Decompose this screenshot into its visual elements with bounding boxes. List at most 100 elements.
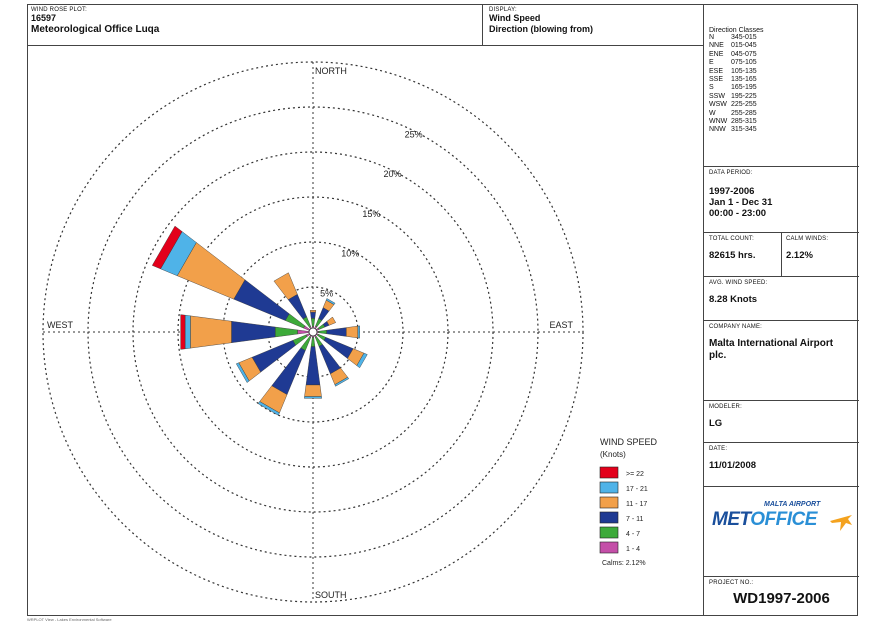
display-value: Wind Speed <box>489 13 541 23</box>
petal-e-seg <box>318 329 327 335</box>
company-name-line2: plc. <box>709 350 727 361</box>
direction-class-row: WNW 285-315 <box>709 118 854 126</box>
date-cell: DATE: 11/01/2008 <box>704 443 859 487</box>
date-label: DATE: <box>709 446 728 452</box>
data-period-dates: Jan 1 - Dec 31 <box>709 197 773 208</box>
company-name-line1: Malta International Airport <box>709 338 834 349</box>
legend-label: 1 - 4 <box>626 546 640 553</box>
direction-class-name: S <box>709 84 714 92</box>
petal-w-seg <box>231 321 276 343</box>
direction-class-name: SSE <box>709 76 724 84</box>
direction-class-range: 135-165 <box>731 76 757 84</box>
ring-label: 5% <box>320 288 333 298</box>
ring-label: 20% <box>384 169 402 179</box>
direction-class-range: 255-285 <box>731 109 757 117</box>
direction-class-range: 045-075 <box>731 50 757 58</box>
display-header: DISPLAY: Wind Speed Direction (blowing f… <box>483 4 703 46</box>
direction-class-name: ENE <box>709 50 724 58</box>
legend-swatch <box>599 481 619 494</box>
petal-ssw-seg <box>257 401 280 416</box>
direction-class-name: N <box>709 34 715 41</box>
petal-wsw-seg <box>235 362 250 383</box>
petal-sse-seg <box>334 376 350 387</box>
ring-label: 25% <box>405 129 423 139</box>
footer-note: WRPLOT View - Lakes Environmental Softwa… <box>27 617 112 622</box>
legend-swatch <box>599 496 619 509</box>
counts-cell: TOTAL COUNT: 82615 hrs. CALM WINDS: 2.12… <box>704 233 859 277</box>
direction-class-row: NNE 015-045 <box>709 42 854 50</box>
direction-class-range: 015-045 <box>731 42 757 50</box>
calm-winds-box: CALM WINDS: 2.12% <box>786 236 856 261</box>
project-value: WD1997-2006 <box>733 590 830 607</box>
compass-east-label: EAST <box>549 320 573 330</box>
project-label: PROJECT NO.: <box>709 580 754 586</box>
airplane-icon <box>830 515 852 531</box>
counts-divider <box>781 233 782 276</box>
plot-frame <box>27 4 858 616</box>
direction-class-range: 345-015 <box>731 34 757 41</box>
legend-swatch <box>599 511 619 524</box>
petal-nnw-seg <box>273 272 298 300</box>
direction-class-name: NNE <box>709 42 724 50</box>
data-period-years: 1997-2006 <box>709 186 755 197</box>
logo-office-text: OFFICE <box>750 509 817 530</box>
logo-wordmark: METOFFICE <box>712 509 817 531</box>
legend-calms: Calms: 2.12% <box>602 560 646 567</box>
direction-class-row: N 345-015 <box>709 34 854 42</box>
petal-s-seg <box>305 346 321 386</box>
modeler-value: LG <box>709 418 723 429</box>
modeler-cell: MODELER: LG <box>704 401 859 443</box>
direction-classes-cell: Direction Classes N 345-015 NNE 015-045 ENE 0… <box>704 4 859 167</box>
legend-swatch <box>599 526 619 539</box>
wind-rose-svg: 5% 10% 15% 20% 25% NORTH SOUTH EAST WEST WIND SPE… <box>42 61 658 603</box>
direction-class-range: 225-255 <box>731 101 757 109</box>
petal-s-seg <box>304 396 322 399</box>
direction-classes-title: Direction Classes <box>709 27 764 34</box>
project-cell: PROJECT NO.: WD1997-2006 <box>704 577 859 616</box>
compass-south-label: SOUTH <box>315 590 347 600</box>
modeler-label: MODELER: <box>709 404 742 410</box>
station-name: Meteorological Office Luqa <box>31 24 160 35</box>
ring-label: 10% <box>341 249 359 259</box>
direction-class-range: 165-195 <box>731 84 757 92</box>
direction-class-row: E 075-105 <box>709 59 854 67</box>
direction-class-row: S 165-195 <box>709 84 854 92</box>
direction-class-name: ESE <box>709 67 724 75</box>
petal-e-seg <box>346 325 359 339</box>
direction-class-range: 285-315 <box>731 118 757 126</box>
direction-class-name: WSW <box>709 101 727 109</box>
petal-n-seg <box>309 310 317 313</box>
direction-class-row: NNW 315-345 <box>709 126 854 134</box>
direction-class-range: 195-225 <box>731 92 757 100</box>
legend-label: 7 - 11 <box>626 516 643 523</box>
data-period-label: DATA PERIOD: <box>709 170 753 176</box>
avg-speed-label: AVG. WIND SPEED: <box>709 280 768 286</box>
station-id: 16597 <box>31 13 57 23</box>
compass-north-label: NORTH <box>315 66 347 76</box>
direction-class-range: 315-345 <box>731 126 757 134</box>
direction-class-row: WSW 225-255 <box>709 101 854 109</box>
petal-s-seg <box>310 337 316 347</box>
petal-e-seg <box>357 325 360 339</box>
direction-class-row: W 255-285 <box>709 110 854 118</box>
data-period-cell: DATA PERIOD: 1997-2006 Jan 1 - Dec 31 00… <box>704 167 859 233</box>
station-header: WIND ROSE PLOT: 16597 Meteorological Off… <box>27 4 483 46</box>
met-office-logo: MALTA AIRPORT METOFFICE <box>712 501 852 541</box>
logo-cell: MALTA AIRPORT METOFFICE <box>704 487 859 577</box>
total-count-box: TOTAL COUNT: 82615 hrs. <box>709 236 779 261</box>
legend-title: WIND SPEED <box>600 437 658 447</box>
ring-label: 15% <box>362 209 380 219</box>
legend-label: 11 - 17 <box>626 501 647 508</box>
total-count-label: TOTAL COUNT: <box>709 236 754 242</box>
compass-west-label: WEST <box>47 320 74 330</box>
legend-swatch <box>599 466 619 479</box>
petal-s-seg <box>304 384 322 397</box>
date-value: 11/01/2008 <box>709 460 757 471</box>
company-label: COMPANY NAME: <box>709 324 763 330</box>
data-period-hours: 00:00 - 23:00 <box>709 208 767 219</box>
direction-class-name: WNW <box>709 118 728 126</box>
company-cell: COMPANY NAME: Malta International Airpor… <box>704 321 859 401</box>
petal-w-seg <box>180 314 186 350</box>
petal-wnw-seg <box>151 225 183 270</box>
avg-speed-cell: AVG. WIND SPEED: 8.28 Knots <box>704 277 859 321</box>
